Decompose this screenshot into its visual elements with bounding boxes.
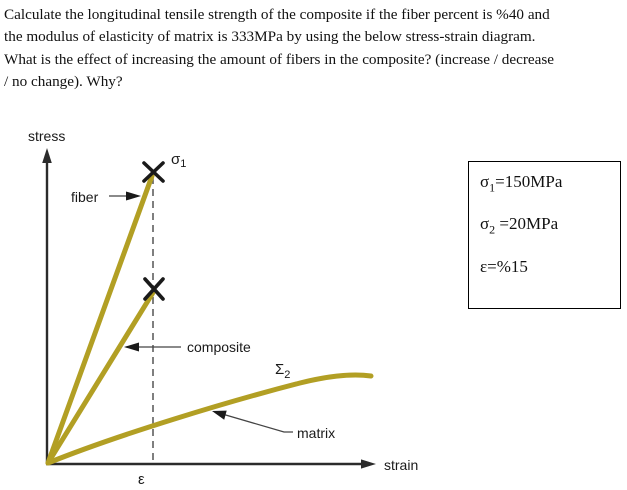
- sigma1-subscript: 1: [489, 180, 496, 195]
- epsilon-value: =%15: [487, 256, 528, 276]
- given-value-sigma1: σ1=150MPa: [480, 172, 614, 197]
- question-line-3: What is the effect of increasing the amo…: [4, 50, 555, 68]
- sigma-symbol: σ: [480, 172, 490, 191]
- composite-fracture-x-marker: [143, 277, 165, 301]
- sigma1-value: =150MPa: [495, 172, 563, 191]
- stress-strain-diagram: stress strain fiber composite matrix ε σ…: [28, 128, 418, 488]
- sigma2-value: =20MPa: [495, 214, 559, 234]
- sigma2-subscript: 2: [489, 222, 496, 237]
- composite-label: composite: [187, 339, 251, 355]
- y-axis-arrowhead-icon: [42, 148, 52, 163]
- sigma1-label: σ1: [171, 151, 186, 170]
- question-line-2: the modulus of elasticity of matrix is 3…: [4, 28, 536, 46]
- sigma-symbol: σ: [480, 214, 490, 234]
- x-axis-label: strain: [384, 457, 418, 473]
- matrix-curve: [45, 372, 374, 466]
- epsilon-symbol: ε: [480, 256, 488, 276]
- fiber-pointer-arrow: [109, 191, 141, 201]
- fiber-fracture-x-marker: [142, 161, 165, 183]
- question-line-4: / no change). Why?: [4, 73, 123, 91]
- epsilon-tick-label: ε: [138, 471, 145, 488]
- given-value-epsilon: ε=%15: [480, 257, 614, 282]
- fiber-label: fiber: [71, 189, 99, 205]
- x-axis-arrowhead-icon: [361, 459, 376, 469]
- y-axis-label: stress: [28, 128, 65, 144]
- question-text: Calculate the longitudinal tensile stren…: [4, 4, 626, 94]
- sigma2-label: Σ2: [275, 361, 290, 381]
- matrix-label: matrix: [297, 425, 335, 441]
- question-line-1: Calculate the longitudinal tensile stren…: [4, 6, 550, 23]
- matrix-pointer-arrow: [212, 410, 293, 433]
- composite-pointer-arrow: [124, 342, 181, 352]
- given-values-box: σ1=150MPa σ2 =20MPa ε=%15: [468, 161, 621, 309]
- composite-curve: [45, 288, 157, 466]
- given-value-sigma2: σ2 =20MPa: [480, 214, 614, 239]
- fiber-curve: [45, 173, 155, 466]
